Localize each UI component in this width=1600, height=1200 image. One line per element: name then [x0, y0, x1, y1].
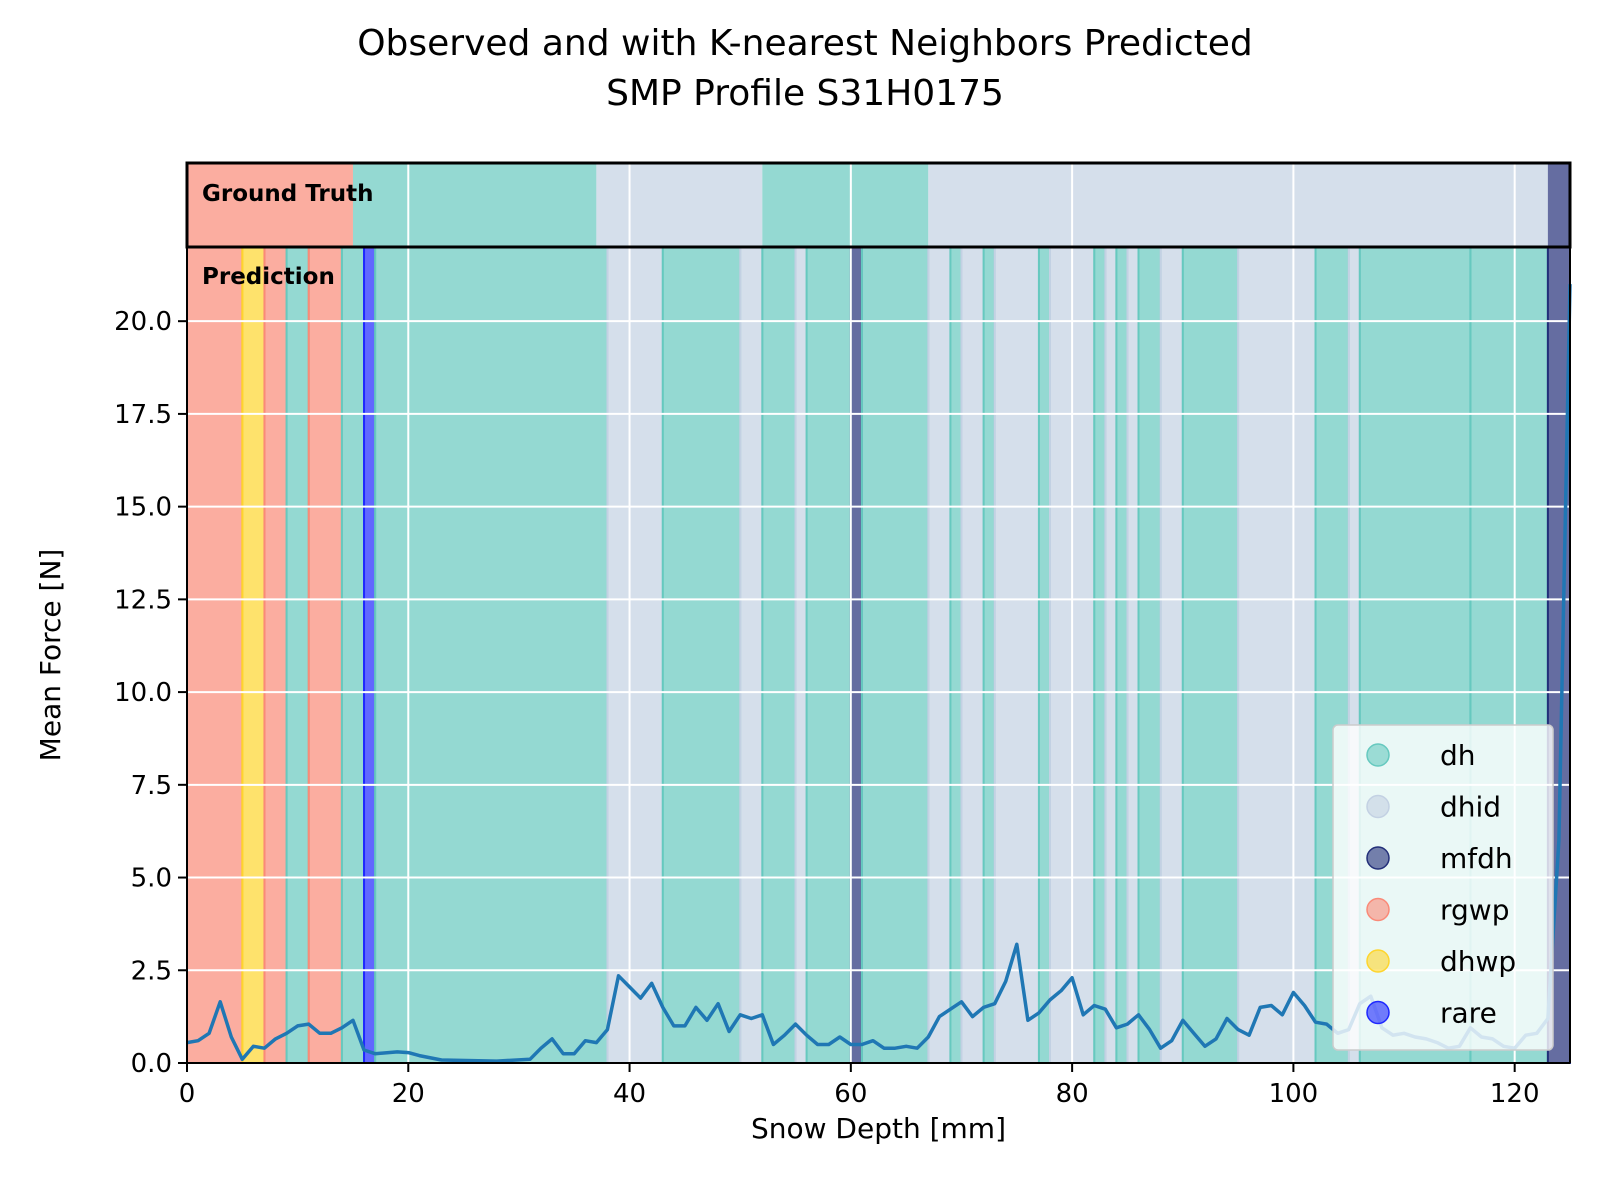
x-tick-label: 20 [392, 1079, 425, 1109]
prediction-label: Prediction [202, 264, 335, 290]
prediction-band-dh [661, 246, 742, 1064]
legend-marker-dhid [1366, 794, 1390, 819]
y-tick-label: 7.5 [131, 771, 172, 801]
prediction-band-dh [1037, 246, 1051, 1064]
prediction-band-dh [860, 246, 930, 1064]
ground-truth-band-dh [762, 163, 929, 247]
prediction-band-dh [1137, 246, 1162, 1064]
prediction-band-dh [805, 246, 852, 1064]
prediction-band-rare [363, 246, 377, 1064]
prediction-band-dh [340, 246, 366, 1064]
legend-marker-dh [1366, 743, 1390, 767]
x-tick-label: 120 [1490, 1079, 1540, 1109]
prediction-band-rgwp [263, 246, 288, 1064]
prediction-band-rgwp [307, 246, 343, 1064]
x-tick-label: 60 [834, 1079, 867, 1109]
prediction-bands [186, 246, 1571, 1064]
y-tick-label: 5.0 [131, 864, 172, 894]
prediction-band-dhid [1126, 246, 1140, 1064]
axes [186, 247, 1571, 1064]
prediction-band-dh [1181, 246, 1240, 1064]
prediction-band-dhid [1237, 246, 1317, 1064]
legend-marker-dhwp [1366, 949, 1390, 973]
prediction-band-rgwp [186, 246, 244, 1064]
prediction-band-dh [285, 246, 310, 1064]
prediction-band-mfdh [849, 246, 863, 1064]
x-tick-label: 100 [1269, 1079, 1319, 1109]
x-tick-label: 0 [179, 1079, 196, 1109]
y-tick-label: 12.5 [114, 585, 172, 615]
ground-truth-label: Ground Truth [202, 181, 374, 207]
y-tick-label: 17.5 [114, 400, 172, 430]
legend-label-rgwp: rgwp [1440, 894, 1509, 927]
prediction-band-dh [761, 246, 797, 1064]
legend-label-dh: dh [1440, 739, 1476, 772]
legend-label-rare: rare [1440, 997, 1497, 1030]
prediction-band-dhid [960, 246, 985, 1064]
ground-truth-band-dhid [928, 163, 1548, 247]
legend-marker-mfdh [1366, 846, 1390, 870]
x-tick-label: 80 [1056, 1079, 1089, 1109]
legend-marker-rare [1366, 1000, 1390, 1025]
ground-truth-bands [187, 163, 1570, 247]
y-tick-label: 15.0 [114, 493, 172, 523]
prediction-band-dhid [1104, 246, 1118, 1064]
y-tick-label: 2.5 [131, 956, 172, 986]
ground-truth-frame [185, 161, 1572, 249]
y-axis-label: Mean Force [N] [34, 549, 67, 762]
ticks: 0 20 40 60 80 100 120 0.0 2.5 5.0 7.5 10.0 12.5 15.0 1… [114, 307, 1539, 1109]
prediction-band-dh [949, 246, 963, 1064]
ground-truth-band-dhid [596, 163, 763, 247]
prediction-band-dhwp [241, 246, 266, 1064]
prediction-band-dhid [739, 246, 764, 1064]
chart-subtitle: SMP Profile S31H0175 [606, 73, 1004, 114]
legend: dh dhid mfdh rgwp dhwp rare [1332, 724, 1554, 1051]
prediction-band-dhid [1159, 246, 1184, 1064]
y-tick-label: 10.0 [114, 678, 172, 708]
prediction-band-dh [374, 246, 609, 1064]
prediction-band-dhid [993, 246, 1040, 1064]
legend-label-dhid: dhid [1440, 791, 1501, 824]
prediction-band-dh [1115, 246, 1129, 1064]
y-tick-label: 20.0 [114, 307, 172, 337]
legend-label-mfdh: mfdh [1440, 842, 1513, 875]
legend-label-dhwp: dhwp [1440, 945, 1516, 978]
prediction-band-dhid [927, 246, 952, 1064]
legend-marker-rgwp [1366, 897, 1390, 922]
y-tick-label: 0.0 [131, 1049, 172, 1079]
x-tick-label: 40 [613, 1079, 646, 1109]
prediction-band-dhid [606, 246, 664, 1064]
x-axis-label: Snow Depth [mm] [751, 1112, 1006, 1145]
prediction-band-dhid [794, 246, 808, 1064]
ground-truth-band-rgwp [187, 163, 353, 247]
prediction-band-dh [982, 246, 996, 1064]
ground-truth-band-dh [352, 163, 597, 247]
chart-title: Observed and with K-nearest Neighbors Pr… [357, 23, 1253, 64]
prediction-band-dh [1093, 246, 1107, 1064]
ground-truth-band-mfdh [1547, 163, 1570, 247]
